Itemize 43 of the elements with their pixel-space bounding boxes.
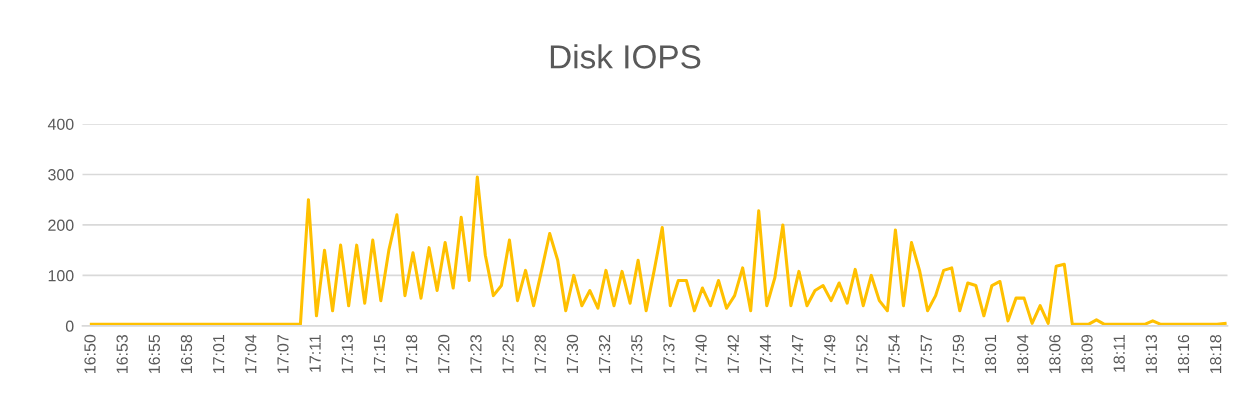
- x-tick-label: 18:09: [1081, 334, 1093, 373]
- x-tick-label: 17:59: [952, 334, 965, 373]
- x-tick-label: 18:04: [1017, 334, 1029, 373]
- x-tick-label: 17:49: [824, 334, 836, 373]
- x-tick-label: 16:58: [180, 334, 193, 373]
- x-tick-label: 18:13: [1145, 334, 1158, 373]
- x-tick-label: 17:30: [566, 334, 579, 373]
- y-tick-label: 300: [48, 169, 74, 181]
- x-tick-label: 17:01: [212, 335, 225, 373]
- x-tick-label: 17:32: [598, 335, 611, 373]
- y-tick-label: 0: [65, 320, 74, 332]
- x-tick-label: 18:16: [1177, 334, 1190, 373]
- x-tick-label: 17:25: [502, 334, 514, 373]
- x-tick-label: 17:35: [631, 334, 643, 373]
- chart-title: Disk IOPS: [550, 44, 701, 69]
- x-tick-label: 17:18: [405, 334, 418, 373]
- x-tick-label: 18:18: [1210, 334, 1222, 373]
- x-tick-label: 17:13: [341, 334, 353, 373]
- x-tick-label: 17:20: [438, 334, 450, 373]
- x-tick-label: 17:40: [695, 334, 707, 373]
- x-tick-label: 17:37: [663, 335, 675, 373]
- y-tick-label: 400: [47, 118, 74, 130]
- y-tick-label: 100: [48, 270, 74, 282]
- x-tick-label: 17:15: [373, 334, 386, 373]
- x-tick-label: 17:52: [856, 335, 868, 373]
- line-series: [89, 175, 1227, 326]
- x-tick-label: 17:11: [309, 335, 321, 372]
- x-tick-label: 17:54: [888, 334, 900, 373]
- x-tick-label: 17:07: [277, 335, 289, 373]
- x-tick-label: 18:11: [1113, 335, 1125, 372]
- x-tick-label: 16:50: [84, 334, 96, 373]
- x-tick-label: 17:42: [727, 335, 739, 373]
- x-tick-label: 17:44: [759, 334, 771, 373]
- x-tick-label: 16:55: [148, 334, 160, 373]
- x-tick-label: 17:47: [792, 335, 804, 373]
- x-tick-label: 17:04: [245, 334, 257, 373]
- x-tick-label: 18:01: [984, 335, 997, 373]
- y-tick-label: 200: [48, 219, 74, 231]
- x-tick-label: 18:06: [1049, 334, 1061, 373]
- x-tick-label: 17:28: [534, 334, 546, 373]
- x-tick-label: 17:23: [470, 334, 482, 373]
- x-tick-label: 17:57: [920, 335, 932, 373]
- x-tick-label: 16:53: [116, 334, 128, 373]
